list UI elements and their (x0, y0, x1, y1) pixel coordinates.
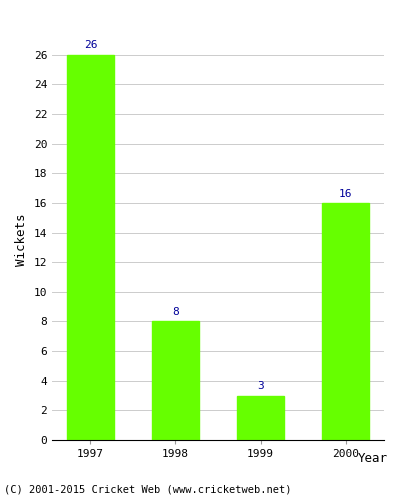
Text: 8: 8 (172, 307, 179, 317)
Text: Year: Year (358, 452, 388, 466)
Text: 16: 16 (339, 188, 352, 198)
Bar (237, 396, 284, 440)
Y-axis label: Wickets: Wickets (15, 214, 28, 266)
Text: 26: 26 (84, 40, 97, 50)
Text: (C) 2001-2015 Cricket Web (www.cricketweb.net): (C) 2001-2015 Cricket Web (www.cricketwe… (4, 485, 292, 495)
Text: 3: 3 (257, 381, 264, 391)
Bar (67, 55, 114, 440)
Bar (322, 203, 369, 440)
Bar (152, 322, 199, 440)
